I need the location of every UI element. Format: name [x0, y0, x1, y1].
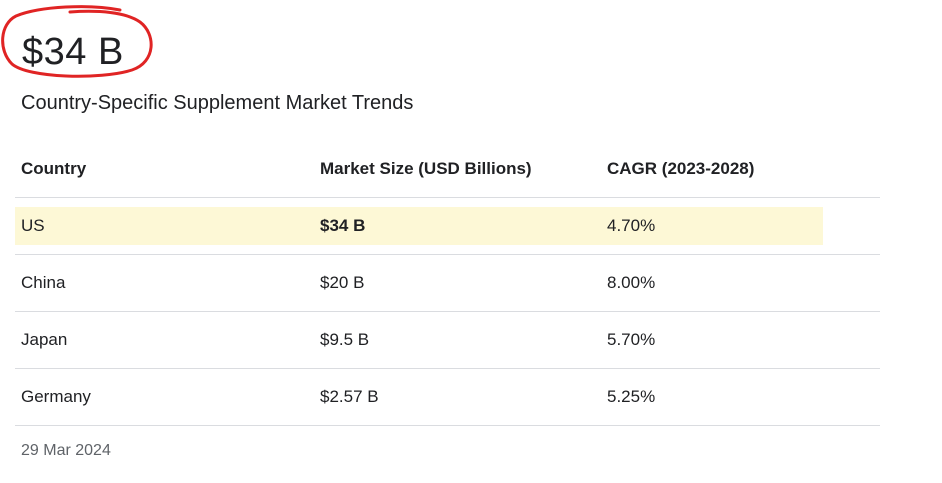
table-title: Country-Specific Supplement Market Trend… [21, 92, 414, 114]
cell-market-size: $9.5 B [320, 330, 370, 349]
row-highlight [15, 207, 823, 245]
featured-value: $34 B [22, 31, 124, 73]
hand-drawn-circle [1, 5, 153, 78]
cell-country: US [21, 216, 45, 235]
cell-country: Japan [21, 330, 68, 349]
featured-value-block: $34 B [0, 2, 160, 80]
table-row: US $34 B 4.70% [15, 198, 880, 255]
header-cagr: CAGR (2023-2028) [607, 158, 755, 178]
table-row: Japan $9.5 B 5.70% [15, 312, 880, 369]
header-country: Country [21, 158, 87, 178]
source-date: 29 Mar 2024 [21, 442, 111, 459]
cell-cagr: 5.70% [607, 330, 656, 349]
cell-country: China [21, 273, 66, 292]
cell-cagr: 8.00% [607, 273, 656, 292]
cell-country: Germany [21, 387, 91, 406]
table-row: China $20 B 8.00% [15, 255, 880, 312]
table-header-row: Country Market Size (USD Billions) CAGR … [15, 140, 880, 198]
cell-market-size: $34 B [320, 216, 366, 235]
cell-cagr: 4.70% [607, 216, 656, 235]
cell-market-size: $20 B [320, 273, 365, 292]
header-market-size: Market Size (USD Billions) [320, 158, 532, 178]
table-row: Germany $2.57 B 5.25% [15, 369, 880, 426]
cell-market-size: $2.57 B [320, 387, 379, 406]
market-table: Country Market Size (USD Billions) CAGR … [15, 140, 880, 426]
cell-cagr: 5.25% [607, 387, 656, 406]
